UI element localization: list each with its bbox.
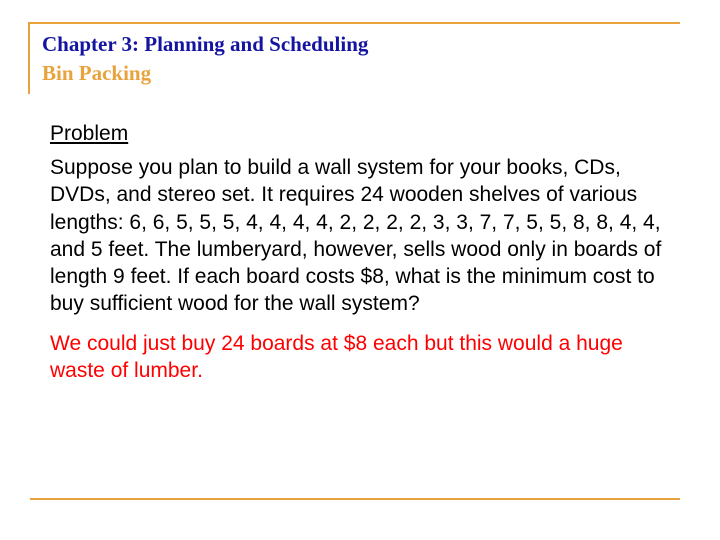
- decorative-border-bottom: [30, 498, 680, 500]
- decorative-border-left: [28, 22, 30, 94]
- slide-content: Problem Suppose you plan to build a wall…: [50, 122, 670, 384]
- problem-heading: Problem: [50, 122, 670, 146]
- chapter-title: Chapter 3: Planning and Scheduling: [42, 32, 368, 57]
- decorative-border-top: [28, 22, 680, 24]
- commentary-text: We could just buy 24 boards at $8 each b…: [50, 330, 670, 385]
- problem-body: Suppose you plan to build a wall system …: [50, 154, 670, 318]
- slide-header: Chapter 3: Planning and Scheduling Bin P…: [42, 32, 368, 86]
- subtitle: Bin Packing: [42, 61, 368, 86]
